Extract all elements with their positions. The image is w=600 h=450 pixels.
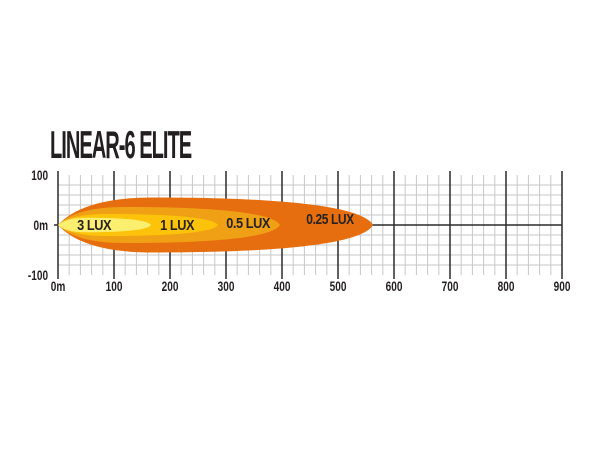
svg-text:0.25 LUX: 0.25 LUX: [306, 211, 354, 228]
svg-text:0m: 0m: [51, 278, 66, 294]
svg-text:1 LUX: 1 LUX: [160, 216, 195, 233]
svg-text:3 LUX: 3 LUX: [77, 216, 112, 233]
svg-text:0m: 0m: [33, 217, 48, 233]
svg-text:900: 900: [554, 278, 571, 294]
svg-text:400: 400: [274, 278, 291, 294]
svg-text:200: 200: [162, 278, 179, 294]
svg-text:0.5 LUX: 0.5 LUX: [226, 214, 271, 231]
svg-text:-100: -100: [28, 267, 48, 283]
svg-text:700: 700: [442, 278, 459, 294]
svg-text:600: 600: [386, 278, 403, 294]
svg-text:800: 800: [498, 278, 515, 294]
svg-text:300: 300: [218, 278, 235, 294]
svg-text:500: 500: [330, 278, 347, 294]
svg-text:100: 100: [106, 278, 123, 294]
svg-text:100: 100: [31, 167, 48, 183]
